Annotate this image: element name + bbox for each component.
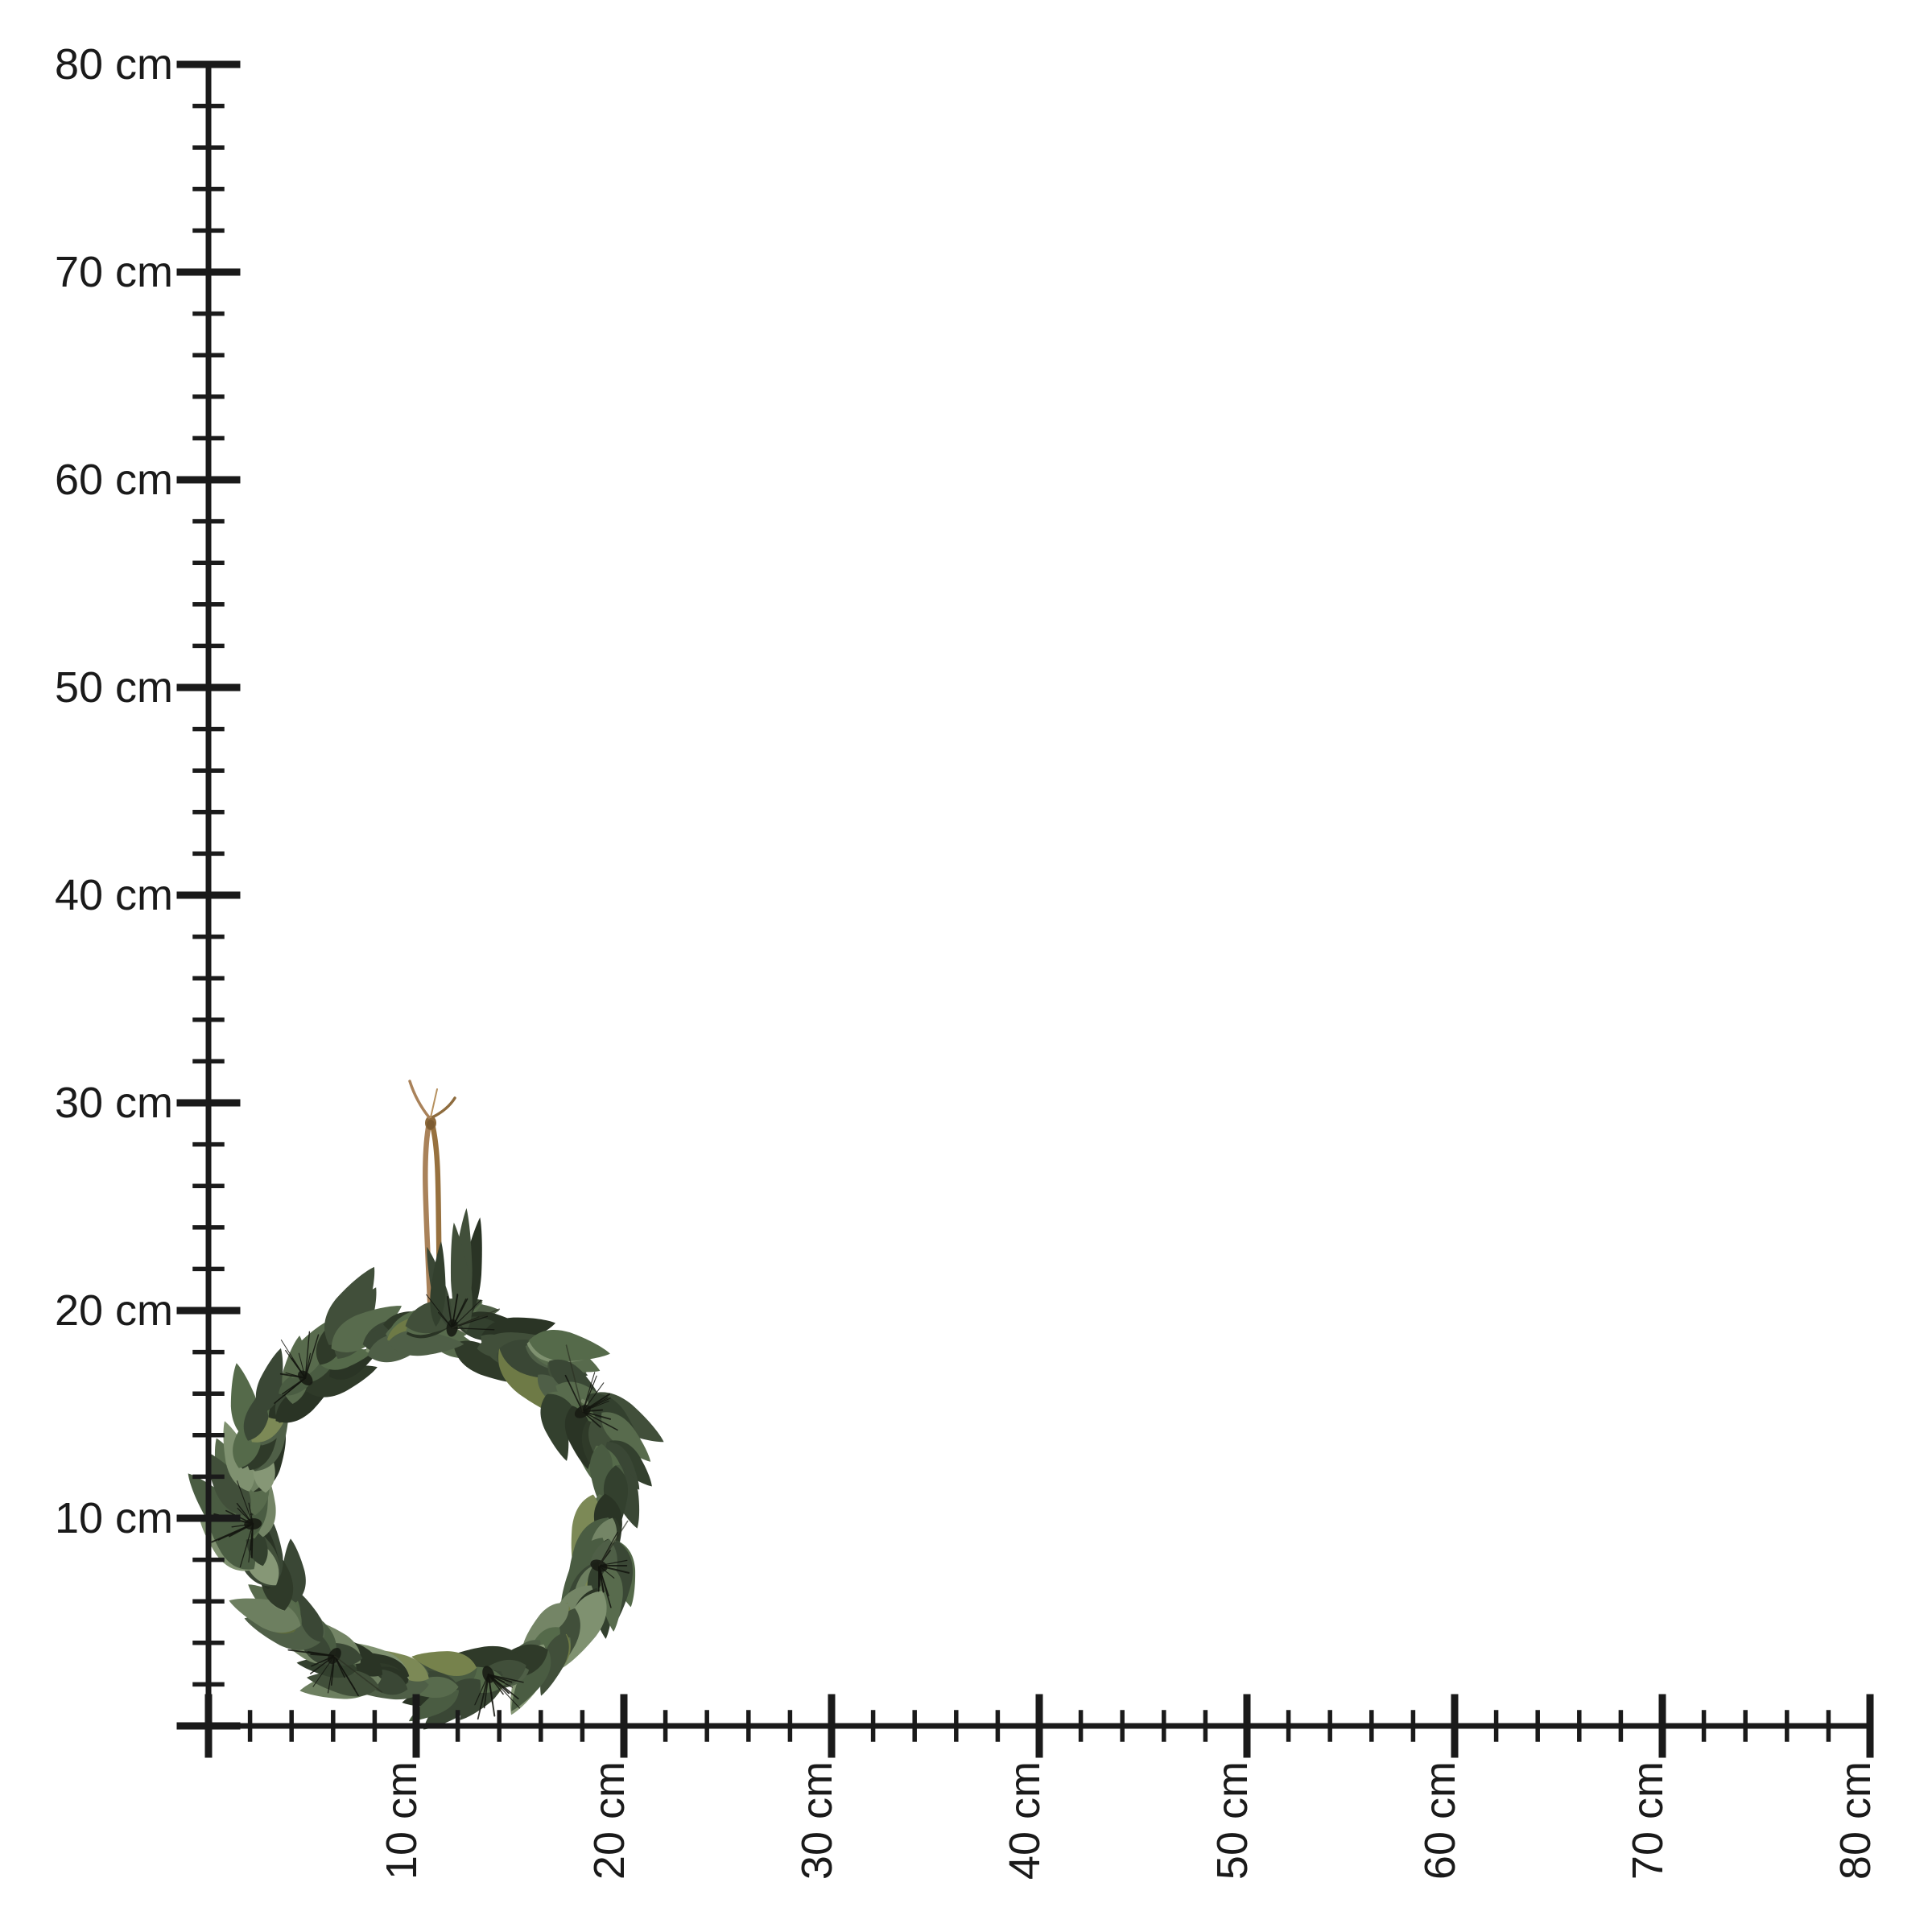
svg-text:80 cm: 80 cm: [1831, 1761, 1880, 1880]
svg-text:10 cm: 10 cm: [378, 1761, 426, 1880]
svg-text:30 cm: 30 cm: [55, 1079, 173, 1127]
svg-text:40 cm: 40 cm: [55, 871, 173, 919]
svg-text:70 cm: 70 cm: [1624, 1761, 1672, 1880]
svg-text:10 cm: 10 cm: [55, 1494, 173, 1542]
svg-text:50 cm: 50 cm: [55, 663, 173, 712]
svg-text:60 cm: 60 cm: [1416, 1761, 1464, 1880]
svg-text:30 cm: 30 cm: [793, 1761, 841, 1880]
svg-text:60 cm: 60 cm: [55, 456, 173, 504]
svg-text:40 cm: 40 cm: [1001, 1761, 1049, 1880]
svg-text:20 cm: 20 cm: [55, 1286, 173, 1335]
svg-text:20 cm: 20 cm: [585, 1761, 634, 1880]
svg-text:70 cm: 70 cm: [55, 248, 173, 296]
svg-text:80 cm: 80 cm: [55, 40, 173, 89]
svg-text:50 cm: 50 cm: [1208, 1761, 1257, 1880]
